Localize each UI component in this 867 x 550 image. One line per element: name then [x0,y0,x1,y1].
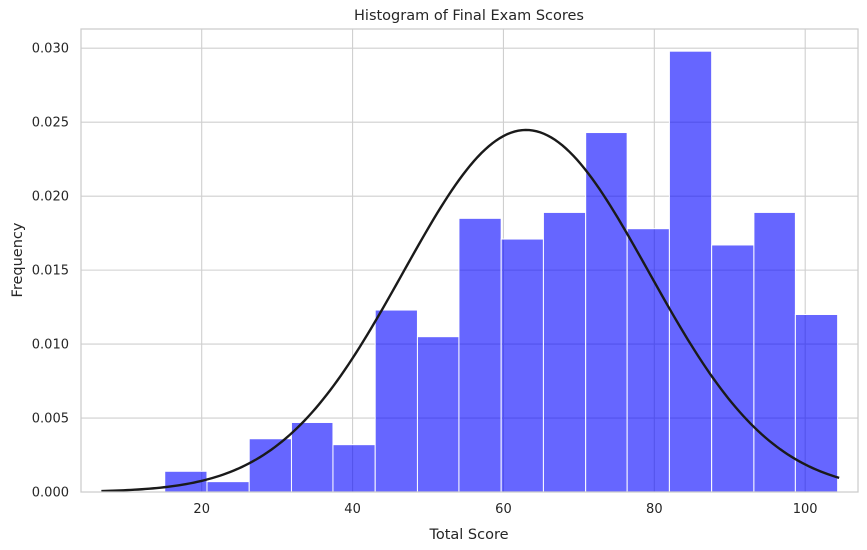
x-tick-label: 100 [793,502,818,517]
y-tick-label: 0.010 [32,338,69,353]
histogram-bar [332,444,376,493]
y-tick-label: 0.020 [32,190,69,205]
histogram-bars [164,50,839,493]
histogram-bar [248,438,292,493]
histogram-bar [626,228,670,493]
histogram-bar [668,50,713,493]
normal-fit-line [101,128,840,493]
plot-frame [80,28,859,493]
x-tick-label: 20 [193,502,210,517]
y-tick-labels: 0.000 0.005 0.010 0.015 0.020 0.025 0.030 [32,42,69,501]
chart-title: Histogram of Final Exam Scores [354,8,584,24]
y-tick-label: 0.000 [32,486,69,501]
y-tick-label: 0.015 [32,264,69,279]
y-tick-label: 0.005 [32,412,69,427]
histogram-bar [500,238,544,493]
histogram-bar [711,244,755,493]
histogram-bar [290,421,334,493]
histogram-bar [458,217,502,493]
histogram-bar [753,211,796,493]
y-axis-label: Frequency [10,222,26,297]
histogram-bar [542,211,587,493]
histogram-bar [374,309,418,493]
x-tick-label: 60 [495,502,512,517]
x-tick-label: 80 [646,502,663,517]
histogram-bar [206,481,250,493]
histogram-bar [794,313,839,493]
y-tick-label: 0.030 [32,42,69,57]
x-tick-labels: 20 40 60 80 100 [193,502,817,517]
x-tick-label: 40 [344,502,361,517]
histogram-bar [416,336,460,493]
y-tick-label: 0.025 [32,116,69,131]
x-axis-label: Total Score [428,527,508,543]
histogram-bar [585,132,628,493]
